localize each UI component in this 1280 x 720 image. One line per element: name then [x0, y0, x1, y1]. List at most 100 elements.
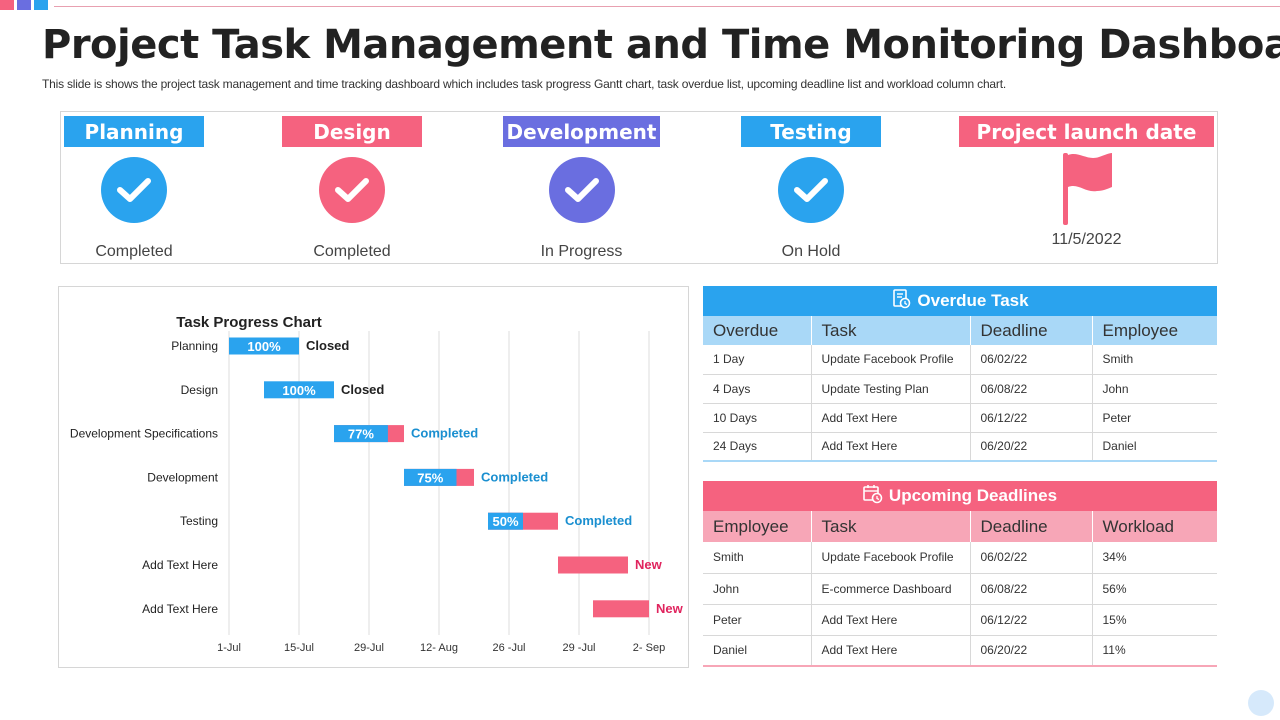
- column-header: Task: [811, 511, 971, 542]
- table-row: 4 Days Update Testing Plan 06/08/22 John: [703, 374, 1217, 404]
- table-row: 10 Days Add Text Here 06/12/22 Peter: [703, 403, 1217, 433]
- table-cell: E-commerce Dashboard: [811, 573, 971, 605]
- phase-design: Design Completed: [282, 116, 422, 261]
- flag-icon: [1054, 151, 1120, 227]
- table-cell: 06/02/22: [970, 345, 1093, 375]
- page-subtitle: This slide is shows the project task man…: [42, 77, 1006, 91]
- decor-block: [17, 0, 31, 10]
- x-tick-label: 1-Jul: [217, 642, 241, 654]
- x-tick-label: 2- Sep: [633, 642, 665, 654]
- status-label: New: [635, 557, 663, 572]
- x-tick-label: 29-Jul: [354, 642, 384, 654]
- task-label: Development Specifications: [70, 427, 218, 441]
- progress-label: 100%: [282, 383, 316, 398]
- status-label: New: [656, 601, 684, 616]
- phase-status: On Hold: [781, 243, 841, 260]
- check-icon: [548, 157, 615, 223]
- upcoming-deadlines-header: Upcoming Deadlines: [703, 481, 1217, 511]
- overdue-task-table: Overdue Task Deadline Employee 1 Day Upd…: [703, 316, 1217, 462]
- status-label: Closed: [341, 382, 384, 397]
- gantt-bar-progress: [264, 381, 334, 399]
- task-label: Planning: [171, 339, 218, 353]
- launch-date-value: 11/5/2022: [1051, 231, 1122, 248]
- chart-title: Task Progress Chart: [176, 314, 322, 331]
- table-cell: Add Text Here: [811, 432, 971, 462]
- gantt-bar-remaining: [593, 600, 649, 618]
- phase-label: Project launch date: [959, 116, 1214, 147]
- progress-label: 77%: [348, 427, 374, 442]
- table-cell: 34%: [1092, 542, 1217, 574]
- table-cell: Smith: [703, 542, 812, 574]
- check-icon: [101, 157, 167, 223]
- table-cell: 06/20/22: [970, 432, 1093, 462]
- status-label: Closed: [306, 338, 349, 353]
- check-icon: [319, 157, 385, 223]
- phase-development: Development In Progress: [503, 116, 660, 261]
- table-cell: 06/02/22: [970, 542, 1093, 574]
- table-cell: 10 Days: [703, 403, 812, 433]
- phase-status: Completed: [95, 243, 173, 260]
- table-cell: Update Testing Plan: [811, 374, 971, 404]
- table-cell: Update Facebook Profile: [811, 345, 971, 375]
- progress-label: 75%: [417, 470, 443, 485]
- gantt-chart: 1-Jul 15-Jul 29-Jul 12- Aug 26 -Jul 29 -Jul 2-…: [70, 331, 684, 654]
- table-cell: 11%: [1092, 635, 1217, 667]
- gantt-bar-progress: [334, 425, 388, 443]
- table-cell: 56%: [1092, 573, 1217, 605]
- column-header: Task: [811, 316, 971, 345]
- table-cell: 15%: [1092, 604, 1217, 636]
- table-header-row: Employee Task Deadline Workload: [703, 511, 1217, 542]
- overdue-task-title: Overdue Task: [917, 291, 1029, 310]
- column-header: Employee: [1102, 320, 1179, 340]
- page-title: Project Task Management and Time Monitor…: [42, 22, 1280, 68]
- progress-label: 100%: [247, 339, 281, 354]
- phase-label: Planning: [64, 116, 204, 147]
- task-label: Add Text Here: [142, 558, 218, 572]
- table-cell: Add Text Here: [811, 635, 971, 667]
- task-label: Development: [147, 470, 218, 484]
- progress-label: 50%: [492, 514, 518, 529]
- task-label: Add Text Here: [142, 602, 218, 616]
- column-header: Deadline: [970, 511, 1093, 542]
- table-cell: Add Text Here: [811, 604, 971, 636]
- status-label: Completed: [481, 469, 548, 484]
- upcoming-deadlines-panel: Upcoming Deadlines Employee Task Deadlin…: [703, 481, 1217, 667]
- table-cell: Daniel: [1092, 432, 1217, 462]
- decor-block: [0, 0, 14, 10]
- task-label: Testing: [180, 514, 218, 528]
- phase-label: Design: [282, 116, 422, 147]
- corner-decoration: [0, 0, 48, 10]
- table-cell: 06/08/22: [970, 573, 1093, 605]
- table-cell: John: [1092, 374, 1217, 404]
- upcoming-deadlines-title: Upcoming Deadlines: [888, 486, 1058, 505]
- table-cell: 06/20/22: [970, 635, 1093, 667]
- table-cell: Update Facebook Profile: [811, 542, 971, 574]
- check-icon: [778, 157, 844, 223]
- table-cell: 24 Days: [703, 432, 812, 462]
- calendar-clock-icon: [863, 484, 883, 509]
- x-tick-label: 26 -Jul: [492, 642, 525, 654]
- phase-planning: Planning Completed: [64, 116, 204, 261]
- navigation-dot[interactable]: [1248, 690, 1274, 716]
- overdue-task-panel: Overdue Task Overdue Task Deadline Emplo…: [703, 286, 1217, 462]
- phase-testing: Testing On Hold: [741, 116, 881, 261]
- x-tick-label: 15-Jul: [284, 642, 314, 654]
- phase-status-panel: Planning Completed Design Completed Deve…: [60, 111, 1218, 264]
- gantt-bar-progress: [404, 468, 457, 486]
- table-row: Smith Update Facebook Profile 06/02/22 3…: [703, 542, 1217, 574]
- table-cell: 06/08/22: [970, 374, 1093, 404]
- column-header: Overdue: [703, 316, 812, 345]
- decor-block: [34, 0, 48, 10]
- table-cell: Add Text Here: [811, 403, 971, 433]
- table-header-row: Overdue Task Deadline Employee: [703, 316, 1217, 345]
- table-row: Peter Add Text Here 06/12/22 15%: [703, 604, 1217, 636]
- phase-status: In Progress: [540, 243, 623, 260]
- table-row: John E-commerce Dashboard 06/08/22 56%: [703, 573, 1217, 605]
- status-label: Completed: [411, 426, 478, 441]
- table-cell: 06/12/22: [970, 604, 1093, 636]
- table-cell: Smith: [1092, 345, 1217, 375]
- table-cell: Daniel: [703, 635, 812, 667]
- table-row: 24 Days Add Text Here 06/20/22 Daniel: [703, 432, 1217, 462]
- task-label: Design: [181, 383, 218, 397]
- table-row: Daniel Add Text Here 06/20/22 11%: [703, 635, 1217, 667]
